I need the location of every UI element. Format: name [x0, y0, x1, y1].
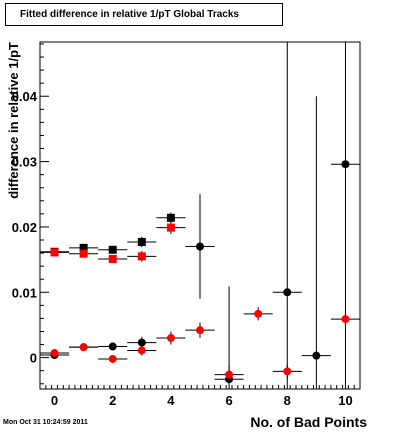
data-point-s3-p5	[185, 322, 215, 339]
data-point-s3-p4	[156, 331, 186, 345]
square-marker	[166, 213, 175, 222]
circle-marker	[283, 367, 292, 376]
data-point-s3-p3	[127, 345, 157, 356]
data-point-s1-p3	[127, 251, 157, 262]
circle-marker	[283, 288, 292, 297]
data-point-s1-p2	[98, 254, 128, 263]
x-tick-label: 2	[109, 393, 116, 408]
circle-marker	[50, 349, 59, 358]
data-point-s0-p2	[98, 245, 128, 254]
data-point-s3-p8	[272, 364, 302, 378]
data-point-s3-p0	[40, 349, 70, 358]
data-point-s3-p1	[69, 343, 99, 352]
chart-title-box: Fitted difference in relative 1/pT Globa…	[5, 3, 283, 26]
circle-marker	[254, 309, 263, 318]
data-point-s3-p6	[214, 364, 244, 385]
circle-marker	[341, 160, 350, 169]
data-point-s0-p3	[127, 236, 157, 248]
circle-marker	[341, 315, 350, 324]
square-marker	[50, 248, 59, 257]
square-marker	[166, 223, 175, 232]
data-point-s3-p2	[98, 354, 128, 363]
y-tick-label: 0.03	[12, 155, 37, 170]
data-layer	[40, 42, 360, 389]
circle-marker	[137, 346, 146, 355]
y-tick-label: 0.01	[12, 285, 37, 300]
data-point-s3-p9	[330, 312, 360, 326]
circle-marker	[312, 351, 321, 360]
x-tick-label: 10	[338, 393, 352, 408]
data-point-s1-p1	[69, 249, 99, 258]
data-point-s1-p0	[40, 248, 70, 257]
circle-marker	[196, 242, 204, 251]
x-tick-label: 4	[167, 393, 175, 408]
x-tick-label: 6	[225, 393, 232, 408]
square-marker	[108, 254, 117, 263]
x-tick-label: 0	[51, 393, 58, 408]
data-point-s1-p4	[156, 221, 186, 235]
circle-marker	[137, 338, 146, 347]
square-marker	[108, 245, 117, 254]
x-tick-label: 8	[284, 393, 291, 408]
circle-marker	[108, 354, 117, 363]
x-axis-label: No. of Bad Points	[250, 414, 367, 430]
y-tick-label: 0.04	[12, 89, 38, 104]
square-marker	[79, 249, 88, 258]
square-marker	[137, 237, 146, 246]
y-tick-label: 0	[30, 351, 37, 366]
data-point-s3-p7	[243, 307, 273, 321]
circle-marker	[79, 343, 88, 352]
axis-layer: 0 2 4 6 8 10 0 0.01 0.02 0.03 0.04 No. of Bad Point…	[6, 42, 367, 430]
data-point-s2-p8	[330, 42, 360, 389]
circle-marker	[166, 334, 175, 343]
circle-marker	[225, 370, 234, 379]
data-point-s2-p6	[272, 42, 302, 389]
y-tick-label: 0.02	[12, 220, 37, 235]
chart-title: Fitted difference in relative 1/pT Globa…	[20, 9, 239, 20]
circle-marker	[196, 326, 204, 335]
data-point-s0-p1	[69, 243, 99, 252]
data-point-s2-p4	[185, 194, 215, 299]
timestamp-footer: Mon Oct 31 10:24:59 2011	[3, 419, 88, 426]
y-axis-label: difference in relative 1/pT	[6, 42, 21, 199]
square-marker	[137, 252, 146, 261]
square-marker	[79, 243, 88, 252]
data-point-s2-p2	[98, 342, 128, 351]
circle-marker	[108, 342, 117, 351]
data-point-s2-p7	[301, 96, 331, 389]
